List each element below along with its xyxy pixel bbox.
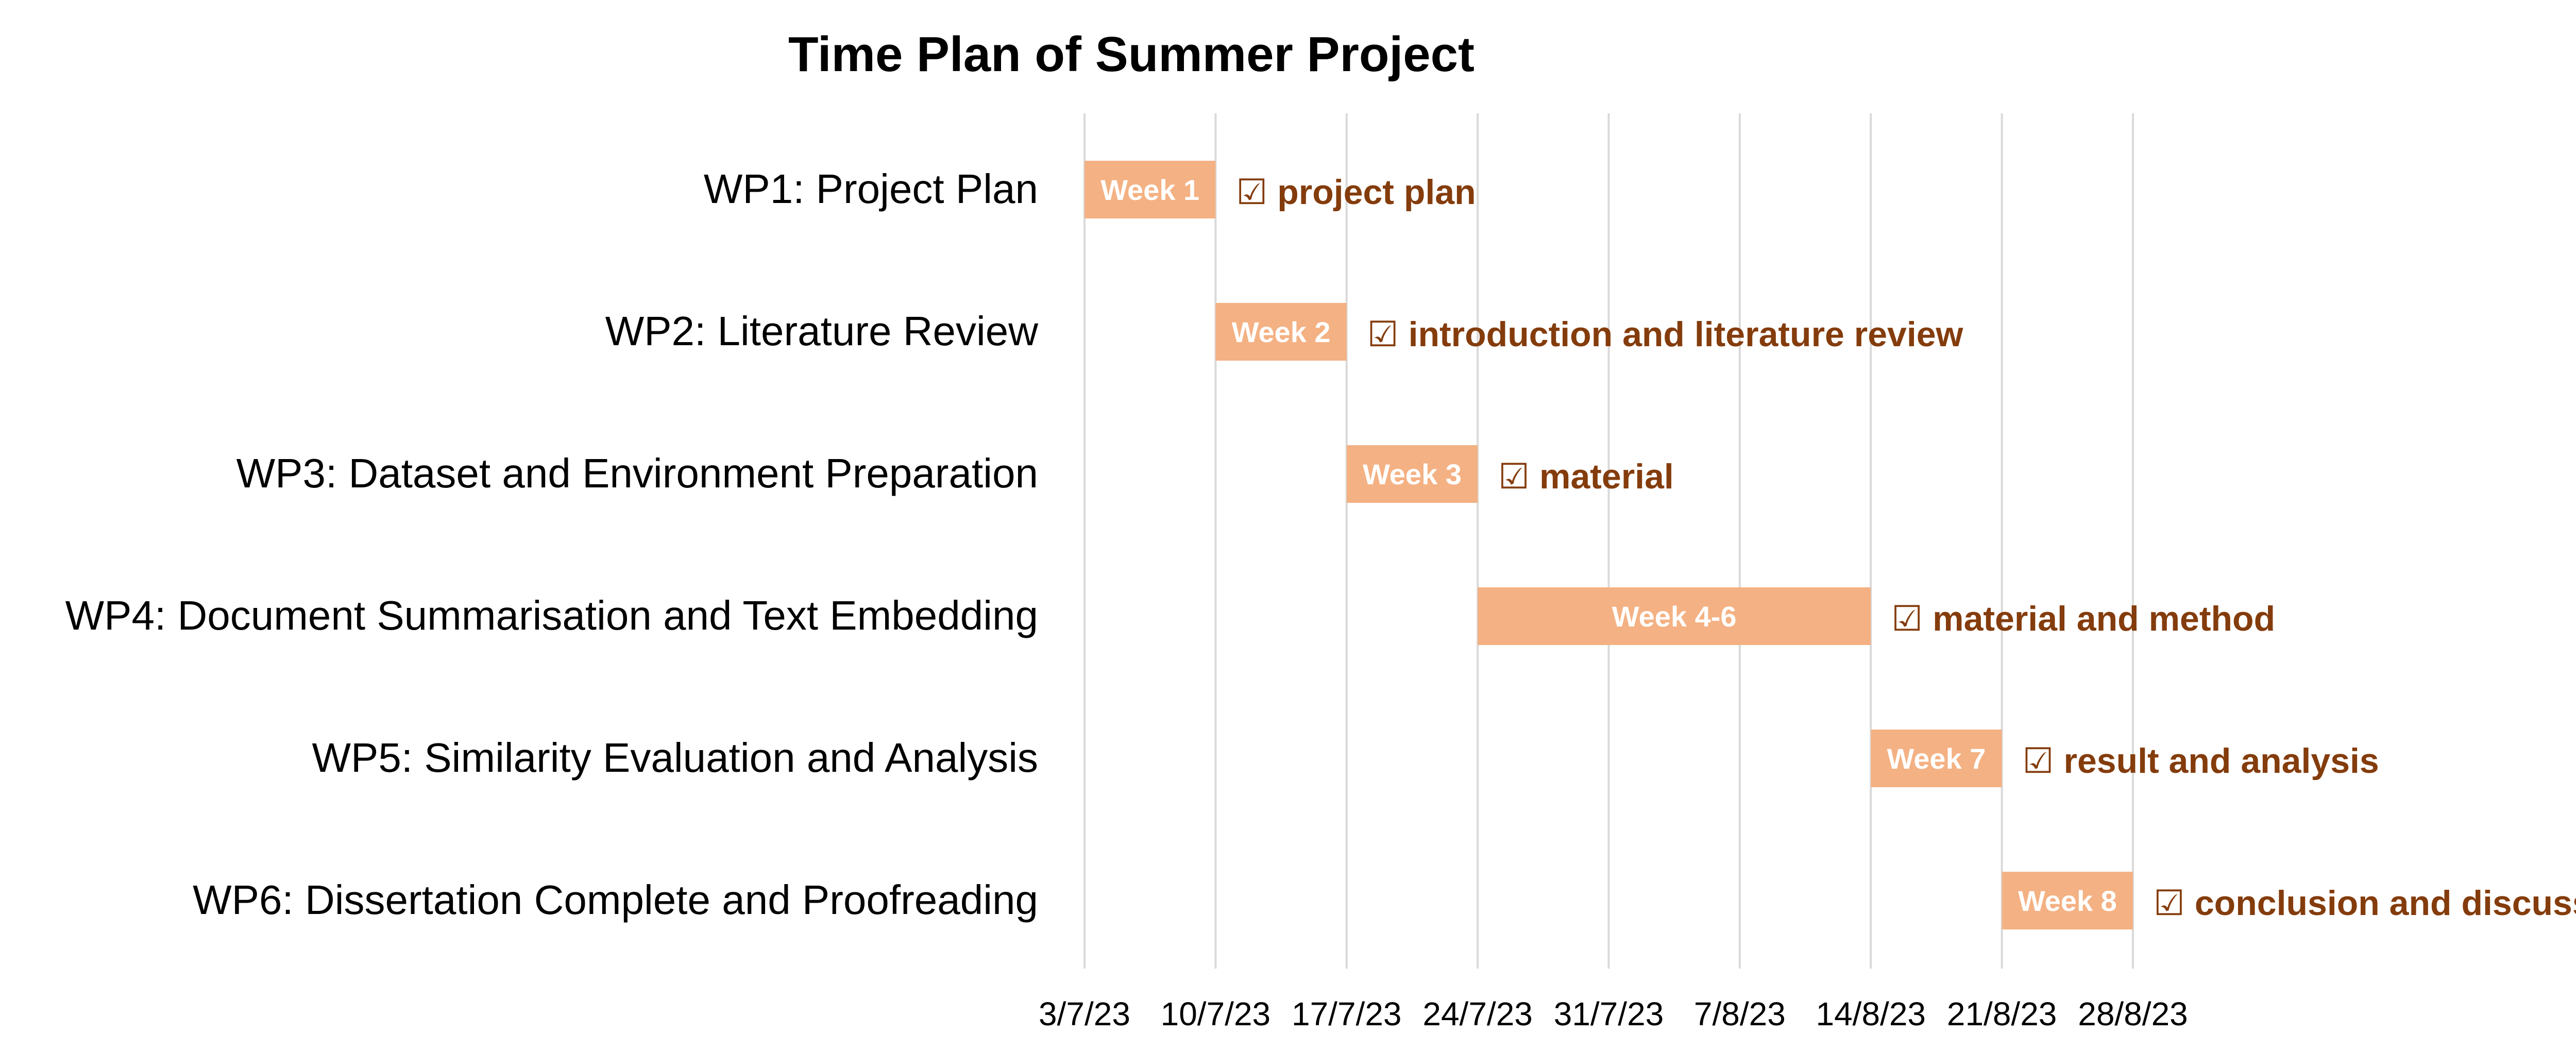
x-tick-label: 7/8/23 <box>1694 995 1786 1032</box>
bar-label: Week 3 <box>1363 458 1462 490</box>
task-bar <box>1084 161 1216 218</box>
milestone-note: ☑ conclusion and discussion <box>2154 884 2576 923</box>
task-bar <box>2002 872 2133 929</box>
bar-label: Week 7 <box>1887 742 1986 775</box>
milestone-note: ☑ project plan <box>1236 173 1476 212</box>
x-tick-label: 14/8/23 <box>1816 995 1926 1032</box>
task-label: WP2: Literature Review <box>605 308 1039 354</box>
task-bar <box>1478 587 1871 645</box>
x-tick-label: 24/7/23 <box>1422 995 1533 1032</box>
task-label: WP1: Project Plan <box>704 166 1038 212</box>
task-bar <box>1215 303 1347 361</box>
bar-label: Week 8 <box>2018 885 2117 917</box>
task-bar <box>1871 730 2002 787</box>
bar-label: Week 2 <box>1232 316 1331 348</box>
bar-label: Week 1 <box>1100 174 1199 206</box>
grid-lines <box>1083 113 2134 969</box>
task-label: WP3: Dataset and Environment Preparation <box>236 450 1038 496</box>
bar-label: Week 4-6 <box>1612 600 1737 633</box>
milestone-note: ☑ material <box>1498 457 1674 496</box>
x-tick-label: 31/7/23 <box>1554 995 1664 1032</box>
task-bar <box>1346 445 1478 503</box>
x-tick-label: 17/7/23 <box>1292 995 1402 1032</box>
milestone-note: ☑ introduction and literature review <box>1367 315 1964 354</box>
task-label: WP4: Document Summarisation and Text Emb… <box>65 592 1038 638</box>
bars: Week 1 ☑ project plan Week 2 ☑ introduction… <box>1084 161 2576 929</box>
milestone-note: ☑ material and method <box>1891 599 2275 638</box>
chart-title: Time Plan of Summer Project <box>788 27 1475 82</box>
x-tick-label: 3/7/23 <box>1039 995 1130 1032</box>
x-tick-label: 10/7/23 <box>1161 995 1271 1032</box>
milestone-note: ☑ result and analysis <box>2023 741 2379 781</box>
x-tick-label: 21/8/23 <box>1947 995 2057 1032</box>
task-label: WP5: Similarity Evaluation and Analysis <box>312 735 1039 781</box>
x-axis-tick-labels: 3/7/23 10/7/23 17/7/23 24/7/23 31/7/23 7/8/23… <box>1039 995 2188 1032</box>
x-tick-label: 28/8/23 <box>2078 995 2188 1032</box>
task-label: WP6: Dissertation Complete and Proofread… <box>193 877 1038 923</box>
task-labels: WP1: Project Plan WP2: Literature Review W… <box>65 166 1039 923</box>
